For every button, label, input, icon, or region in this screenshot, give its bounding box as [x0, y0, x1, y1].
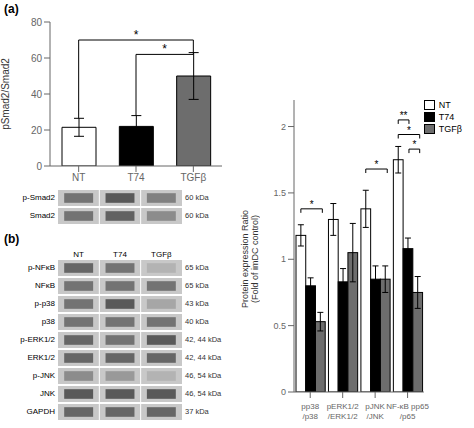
svg-text:p-p38: p-p38 — [35, 299, 56, 308]
svg-text:60: 60 — [31, 53, 43, 64]
svg-text:p-ERK1/2: p-ERK1/2 — [20, 335, 55, 344]
svg-text:2: 2 — [281, 122, 286, 132]
svg-text:80: 80 — [31, 17, 43, 28]
html-text:(b): (b) — [4, 232, 20, 246]
html-text:NT: NT — [438, 100, 451, 110]
svg-text:0: 0 — [36, 161, 42, 172]
svg-text:*: * — [407, 125, 411, 136]
html-text:(a): (a) — [4, 2, 19, 16]
svg-text:T74: T74 — [127, 172, 145, 183]
svg-text:60 kDa: 60 kDa — [185, 193, 210, 202]
svg-text:pSmad2/Smad2: pSmad2/Smad2 — [8, 58, 11, 130]
svg-text:TGFβ: TGFβ — [180, 172, 206, 183]
svg-text:NFκB: NFκB — [35, 281, 55, 290]
svg-text:TGFβ: TGFβ — [151, 250, 172, 259]
svg-text:0: 0 — [281, 387, 286, 397]
svg-text:42, 44 kDa: 42, 44 kDa — [185, 335, 222, 344]
html-text:T74: T74 — [438, 112, 455, 122]
svg-text:GAPDH: GAPDH — [27, 407, 56, 416]
svg-text:*: * — [412, 139, 416, 150]
svg-text:46, 54 kDa: 46, 54 kDa — [185, 389, 222, 398]
svg-text:60 kDa: 60 kDa — [185, 211, 210, 220]
svg-text:NT: NT — [73, 250, 84, 259]
html-text:Protein expression Ratio: Protein expression Ratio — [240, 210, 250, 308]
svg-text:42, 44 kDa: 42, 44 kDa — [185, 353, 222, 362]
svg-text:NT: NT — [72, 172, 85, 183]
svg-text:20: 20 — [31, 125, 43, 136]
svg-text:1.5: 1.5 — [273, 188, 286, 198]
svg-text:JNK: JNK — [40, 389, 56, 398]
svg-text:p-Smad2: p-Smad2 — [23, 193, 56, 202]
html-text:(Fold of imDC control): (Fold of imDC control) — [250, 215, 260, 303]
svg-text:1: 1 — [281, 254, 286, 264]
svg-text:40: 40 — [31, 89, 43, 100]
svg-text:p38: p38 — [42, 317, 56, 326]
svg-text:46, 54 kDa: 46, 54 kDa — [185, 371, 222, 380]
svg-text:**: ** — [400, 110, 408, 121]
svg-text:*: * — [310, 199, 314, 210]
svg-text:pJNK/JNK: pJNK/JNK — [365, 402, 385, 421]
svg-text:NF-κB pp65/p65: NF-κB pp65/p65 — [386, 402, 429, 421]
svg-text:p-NFκB: p-NFκB — [28, 263, 55, 272]
svg-text:*: * — [162, 42, 167, 56]
svg-text:0.5: 0.5 — [273, 321, 286, 331]
svg-text:p-JNK: p-JNK — [33, 371, 56, 380]
html-text:TGFβ: TGFβ — [438, 124, 462, 134]
svg-text:*: * — [375, 159, 379, 170]
svg-text:43 kDa: 43 kDa — [185, 299, 210, 308]
svg-text:Smad2: Smad2 — [30, 211, 56, 220]
svg-text:37 kDa: 37 kDa — [185, 407, 210, 416]
svg-text:T74: T74 — [113, 250, 127, 259]
svg-text:pp38/p38: pp38/p38 — [301, 402, 319, 421]
svg-text:ERK1/2: ERK1/2 — [27, 353, 55, 362]
svg-text:40 kDa: 40 kDa — [185, 317, 210, 326]
svg-text:*: * — [134, 28, 139, 42]
svg-text:65 kDa: 65 kDa — [185, 281, 210, 290]
svg-text:65 kDa: 65 kDa — [185, 263, 210, 272]
svg-text:pERK1/2/ERK1/2: pERK1/2/ERK1/2 — [327, 402, 360, 421]
